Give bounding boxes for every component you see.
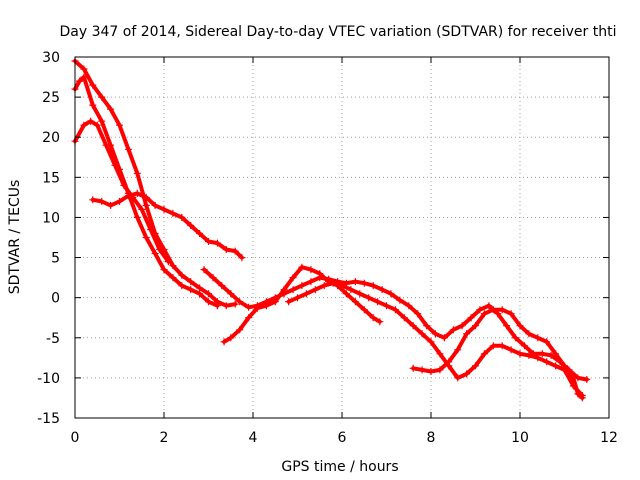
x-tick-label: 0 — [71, 430, 80, 446]
y-tick-label: 0 — [51, 291, 60, 307]
x-tick-label: 12 — [600, 430, 618, 446]
series-line — [286, 281, 585, 398]
series-point-markers — [200, 266, 591, 383]
x-tick-label: 2 — [160, 430, 169, 446]
y-tick-label: 10 — [42, 210, 60, 226]
x-tick-label: 8 — [427, 430, 436, 446]
y-tick-label: 5 — [51, 251, 60, 267]
y-tick-label: -5 — [46, 331, 60, 347]
y-tick-label: -15 — [37, 411, 60, 427]
series-6 — [220, 263, 384, 346]
series-point-markers — [89, 189, 246, 262]
series-point-markers — [220, 263, 384, 346]
y-tick-label: 15 — [42, 170, 60, 186]
series-line — [90, 191, 244, 260]
x-axis-label: GPS time / hours — [281, 459, 398, 475]
y-tick-label: 20 — [42, 130, 60, 146]
y-tick-label: 25 — [42, 90, 60, 106]
series-group — [71, 57, 591, 402]
series-point-markers — [285, 279, 586, 399]
y-tick-label: 30 — [42, 50, 60, 66]
y-axis-label: SDTVAR / TECUs — [7, 180, 23, 295]
y-tick-label: -10 — [37, 371, 60, 387]
series-4 — [89, 189, 246, 262]
series-2 — [71, 73, 221, 310]
series-1 — [71, 57, 239, 310]
x-tick-label: 10 — [511, 430, 529, 446]
series-8 — [409, 306, 586, 402]
series-3 — [71, 117, 172, 266]
axis-ticks: -15 -10 -5 0 5 10 15 20 25 30 0 2 4 6 8 10 12 — [37, 50, 618, 446]
chart-title: Day 347 of 2014, Sidereal Day-to-day VTE… — [60, 24, 617, 40]
series-5 — [200, 266, 591, 383]
series-line — [73, 75, 220, 308]
series-point-markers — [71, 57, 239, 310]
x-tick-label: 4 — [249, 430, 258, 446]
series-line — [73, 119, 171, 264]
series-7 — [285, 279, 586, 399]
series-point-markers — [409, 306, 586, 402]
series-line — [73, 59, 238, 308]
series-line — [202, 267, 589, 382]
x-tick-label: 6 — [338, 430, 347, 446]
